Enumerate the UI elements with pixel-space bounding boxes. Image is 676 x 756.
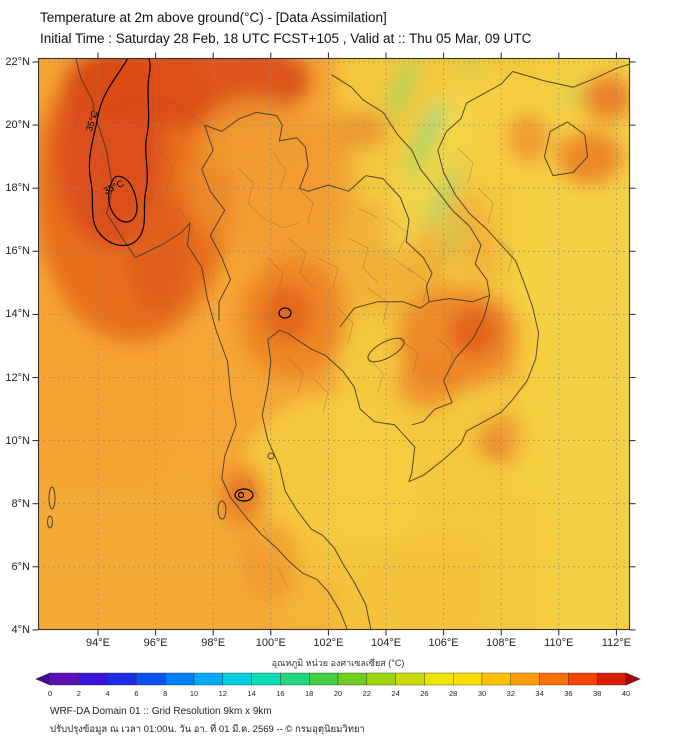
y-tick-label: 10°N (5, 434, 30, 447)
colorbar-segment (49, 672, 79, 686)
header: Temperature at 2m above ground(°C) - [Da… (40, 9, 531, 48)
x-tick-label: 108°E (486, 637, 517, 649)
axis-ticks (32, 52, 636, 636)
y-tick-label: 16°N (5, 245, 30, 258)
colorbar-tick-label: 14 (247, 689, 255, 698)
colorbar-segment (337, 672, 367, 686)
phuket-island (217, 500, 227, 520)
y-tick-label: 18°N (5, 182, 30, 195)
x-tick-label: 96°E (143, 637, 168, 649)
coastline-east (261, 63, 630, 630)
colorbar-tick-label: 8 (163, 689, 167, 698)
border-cambodia-vietnam (411, 295, 491, 426)
contour-bangkok (278, 307, 292, 319)
colorbar-tick-label: 38 (593, 689, 601, 698)
andaman-island-2 (47, 515, 53, 529)
x-tick-label: 98°E (201, 637, 226, 649)
x-tick-label: 110°E (544, 637, 574, 649)
footer-domain-info: WRF-DA Domain 01 :: Grid Resolution 9km … (50, 706, 272, 717)
y-tick-label: 20°N (5, 119, 30, 132)
y-tick-label: 22°N (5, 55, 30, 68)
colorbar-segment (251, 672, 281, 686)
colorbar-tick-label: 16 (276, 689, 284, 698)
colorbar-segment (222, 672, 252, 686)
colorbar-tick-label: 0 (48, 689, 52, 698)
plot-frame (37, 57, 631, 631)
border-thailand-cambodia (339, 301, 430, 328)
colorbar-segment (510, 672, 540, 686)
colorbar-segment (481, 672, 511, 686)
samui-island (267, 452, 275, 460)
colorbar-segment (107, 672, 137, 686)
border-laos-cambodia (429, 295, 490, 303)
border-laos-vietnam (331, 74, 491, 296)
colorbar-segment (78, 672, 108, 686)
page-title: Temperature at 2m above ground(°C) - [Da… (40, 10, 387, 25)
x-tick-label: 104°E (370, 637, 402, 649)
temperature-field (38, 58, 630, 630)
coastline-west (75, 58, 348, 630)
footer-update-info: ปรับปรุงข้อมูล ณ เวลา 01:00น. วัน อา. ที… (50, 724, 365, 735)
colorbar-segment (309, 672, 339, 686)
colorbar-tick-label: 18 (305, 689, 313, 698)
colorbar-segment (280, 672, 310, 686)
colorbar-tick-label: 22 (363, 689, 371, 698)
colorbar: 0 2 4 6 8 10 12 14 16 18 20 22 24 26 28 30 32 34 36 38 40 (35, 672, 641, 698)
colorbar-segment (395, 672, 425, 686)
colorbar-tick-label: 26 (420, 689, 428, 698)
colorbar-tick-label: 28 (449, 689, 457, 698)
colorbar-tick-label: 32 (507, 689, 515, 698)
colorbar-tick-label: 6 (134, 689, 138, 698)
x-tick-label: 112°E (601, 637, 632, 649)
colorbar-under-arrow (35, 672, 51, 686)
contour-35c-inner (108, 175, 138, 223)
colorbar-tick-label: 4 (106, 689, 110, 698)
colorbar-segment (568, 672, 598, 686)
contour-peninsula-core (237, 491, 245, 499)
footer: WRF-DA Domain 01 :: Grid Resolution 9km … (50, 706, 365, 737)
colorbar-segment (136, 672, 166, 686)
x-tick-label: 100°E (255, 637, 286, 649)
contour-35c-outer (88, 58, 151, 247)
y-tick-label: 8°N (11, 497, 30, 510)
temperature-map-svg: 35°C35°C (32, 52, 636, 636)
contour-peninsula (234, 488, 254, 502)
x-tick-label: 106°E (428, 637, 459, 649)
colorbar-tick-label: 20 (334, 689, 342, 698)
colorbar-tick-label: 2 (77, 689, 81, 698)
colorbar-segment (366, 672, 396, 686)
colorbar-tick-label: 30 (478, 689, 486, 698)
hainan-island (543, 121, 589, 177)
border-myanmar-thailand (201, 124, 231, 321)
colorbar-segment (597, 672, 627, 686)
colorbar-over-arrow (625, 672, 641, 686)
border-thailand-laos (204, 111, 433, 302)
y-tick-label: 4°N (11, 623, 30, 636)
colorbar-tick-label: 34 (535, 689, 543, 698)
country-borders (47, 58, 630, 630)
colorbar-segment (193, 672, 223, 686)
colorbar-segment (453, 672, 483, 686)
colorbar-tick-label: 10 (190, 689, 198, 698)
colorbar-section: อุณหภูมิ หน่วย องศาเซลเซียส (°C) 0 2 4 6 8 10… (34, 656, 642, 699)
y-tick-label: 6°N (11, 560, 30, 573)
colorbar-segment (424, 672, 454, 686)
y-tick-label: 14°N (5, 308, 30, 321)
map-plot: 35°C 35°C 94°E 96°E 98°E 100°E 102°E 104°E 106°… (5, 52, 636, 649)
colorbar-segment (539, 672, 569, 686)
x-tick-label: 102°E (313, 637, 344, 649)
colorbar-tick-label: 12 (219, 689, 227, 698)
colorbar-tick-label: 36 (564, 689, 572, 698)
temperature-contours (88, 58, 292, 502)
andaman-island (48, 486, 56, 510)
y-tick-label: 12°N (5, 371, 30, 384)
page-subtitle: Initial Time : Saturday 28 Feb, 18 UTC F… (40, 31, 532, 47)
colorbar-tick-label: 40 (622, 689, 630, 698)
colorbar-label: อุณหภูมิ หน่วย องศาเซลเซียส (°C) (271, 658, 405, 668)
x-tick-label: 94°E (85, 637, 110, 649)
colorbar-segment (164, 672, 195, 686)
colorbar-tick-label: 24 (391, 689, 399, 698)
tonle-sap-lake (367, 337, 405, 363)
